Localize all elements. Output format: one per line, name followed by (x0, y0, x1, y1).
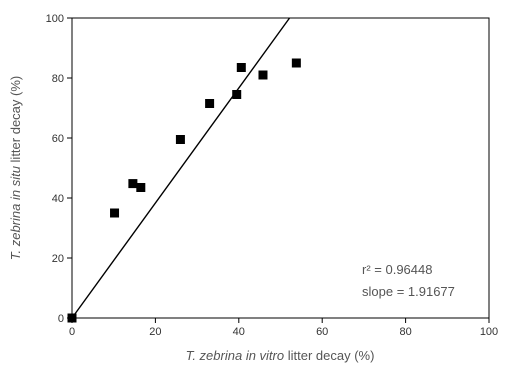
y-axis-label: T. zebrina in situ litter decay (%) (8, 76, 23, 261)
data-point (236, 63, 246, 72)
x-tick-label: 60 (316, 326, 328, 338)
y-tick-label: 60 (52, 133, 64, 145)
x-tick-label: 20 (149, 326, 161, 338)
x-tick-label: 100 (480, 326, 498, 338)
data-point (258, 70, 268, 80)
y-tick-label: 100 (46, 13, 64, 25)
y-tick-label: 80 (52, 73, 64, 85)
plot-frame (71, 17, 490, 319)
slope-annotation: slope = 1.91677 (362, 284, 455, 299)
fit-line (71, 17, 291, 319)
fit-line-group (71, 17, 291, 319)
x-tick-label: 80 (399, 326, 411, 338)
data-point (128, 179, 138, 189)
data-point (136, 183, 146, 192)
x-tick-label: 0 (69, 326, 75, 338)
data-point (67, 313, 77, 323)
plot-area (71, 17, 490, 319)
data-point (175, 135, 185, 144)
r-squared-annotation: r² = 0.96448 (362, 262, 432, 277)
y-tick-label: 20 (52, 253, 64, 265)
x-axis-label: T. zebrina in vitro litter decay (%) (186, 348, 375, 363)
x-axis: 0 20 40 60 80 100 (69, 318, 498, 338)
y-tick-label: 40 (52, 193, 64, 205)
y-axis: 0 20 40 60 80 100 (46, 13, 72, 325)
data-point (232, 90, 242, 99)
x-tick-label: 40 (233, 326, 245, 338)
data-point (110, 208, 120, 218)
data-point (291, 58, 301, 68)
y-tick-label: 0 (58, 313, 64, 325)
data-points (67, 58, 301, 323)
data-point (205, 99, 215, 108)
